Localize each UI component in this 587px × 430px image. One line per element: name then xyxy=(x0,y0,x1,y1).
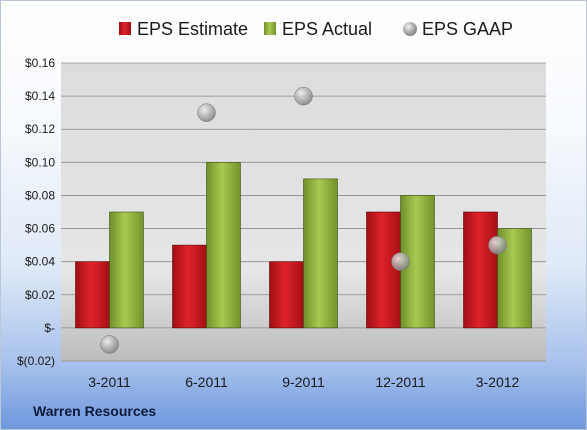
x-tick-label: 6-2011 xyxy=(185,374,228,390)
bar-eps-actual xyxy=(303,178,338,329)
legend-swatch xyxy=(403,22,417,36)
marker-eps-gaap xyxy=(294,86,313,106)
legend: EPS Estimate EPS Actual EPS GAAP xyxy=(119,19,513,39)
bar-eps-estimate xyxy=(463,211,498,329)
y-tick-label: $0.08 xyxy=(25,188,55,202)
x-tick-label: 9-2011 xyxy=(282,374,325,390)
legend-label: EPS Actual xyxy=(282,19,372,39)
y-axis-labels: $(0.02) $- $0.02 $0.04 $0.06 $0.08 $0.10 $0.12 $… xyxy=(17,56,55,368)
company-name: Warren Resources xyxy=(33,403,157,419)
gaap-markers xyxy=(100,86,507,354)
x-tick-label: 3-2012 xyxy=(476,374,520,390)
bar-eps-estimate xyxy=(172,244,207,329)
bar-eps-actual xyxy=(109,211,144,329)
bar-eps-actual xyxy=(206,162,241,329)
bar-eps-estimate xyxy=(366,211,401,329)
y-tick-label: $0.16 xyxy=(25,56,55,70)
marker-eps-gaap xyxy=(197,103,216,122)
y-tick-label: $0.14 xyxy=(25,89,55,103)
bars xyxy=(75,162,532,329)
bar-eps-estimate xyxy=(75,261,110,329)
x-tick-label: 12-2011 xyxy=(375,374,426,390)
x-tick-label: 3-2011 xyxy=(88,374,131,390)
y-tick-label: $0.12 xyxy=(25,122,55,136)
legend-label: EPS GAAP xyxy=(422,19,513,39)
legend-label: EPS Estimate xyxy=(137,19,248,39)
y-tick-label: $0.04 xyxy=(25,255,55,269)
y-tick-label: $0.02 xyxy=(25,288,55,302)
y-tick-label: $(0.02) xyxy=(17,354,55,368)
x-axis-labels: 3-2011 6-2011 9-2011 12-2011 3-2012 xyxy=(88,374,519,390)
marker-eps-gaap xyxy=(488,235,507,255)
y-tick-label: $0.06 xyxy=(25,222,55,236)
y-tick-label: $- xyxy=(44,321,55,335)
y-tick-label: $0.10 xyxy=(25,155,55,169)
marker-eps-gaap xyxy=(100,335,119,354)
legend-swatch xyxy=(119,22,131,35)
marker-eps-gaap xyxy=(391,252,410,271)
bar-eps-estimate xyxy=(269,261,304,329)
legend-swatch xyxy=(264,22,276,35)
